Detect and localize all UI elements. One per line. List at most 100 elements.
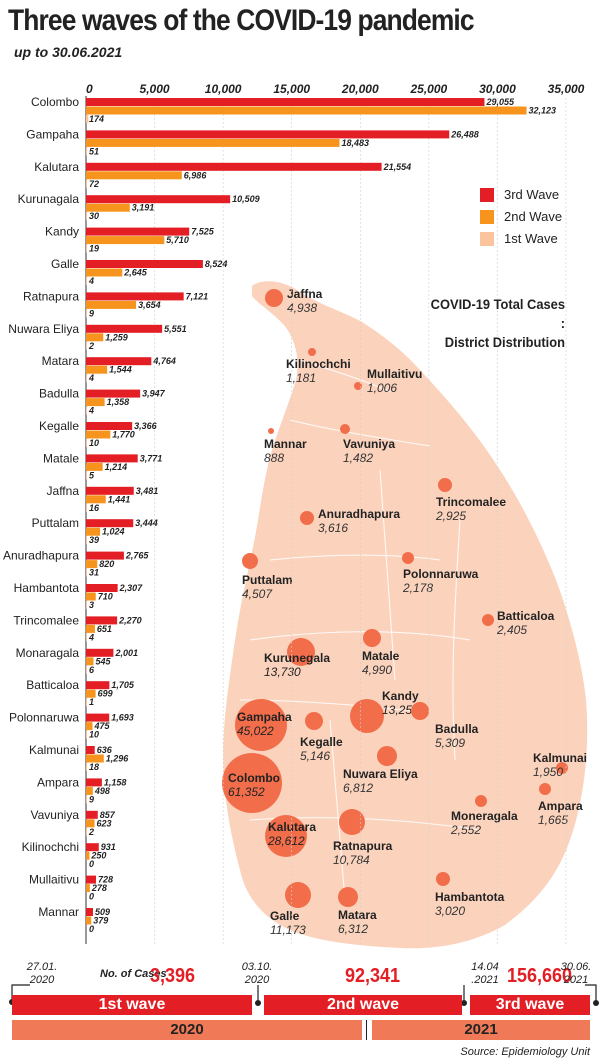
district-bubble	[436, 872, 450, 886]
district-value-label: 1,006	[367, 381, 397, 395]
date-end: 30.06. 2021	[560, 961, 592, 986]
category-label: Ampara	[37, 775, 79, 789]
district-name-label: Kilinochchi	[286, 357, 351, 371]
bar-value-label: 2,765	[125, 551, 150, 561]
district-name-label: Batticaloa	[497, 609, 555, 623]
bar-value-label: 4,764	[152, 356, 176, 366]
category-label: Jaffna	[47, 484, 80, 498]
x-tick-label: 0	[86, 82, 93, 96]
bar-1st-wave	[86, 309, 87, 318]
wave-timeline: 27.01. 2020 No. of Cases 3,396 03.10. 20…	[0, 955, 600, 1063]
bar-1st-wave	[86, 730, 87, 739]
bar-value-label: 710	[98, 592, 113, 602]
bar-value-label: 174	[89, 114, 104, 124]
bar-1st-wave	[86, 763, 87, 771]
bar-3rd-wave	[86, 98, 485, 106]
district-value-label: 1,181	[286, 371, 316, 385]
bar-value-label: 5,551	[164, 324, 187, 334]
bar-value-label: 0	[89, 859, 94, 869]
bar-value-label: 39	[89, 535, 99, 545]
district-name-label: Puttalam	[242, 573, 293, 587]
legend-2nd-wave: 2nd Wave	[480, 209, 562, 224]
bar-value-label: 29,055	[485, 97, 515, 107]
bar-value-label: 3,444	[135, 518, 158, 528]
bar-value-label: 10,509	[232, 194, 260, 204]
district-value-label: 3,020	[435, 904, 465, 918]
bar-2nd-wave	[86, 560, 98, 569]
district-value-label: 5,309	[435, 736, 465, 750]
wave2-bar: 2nd wave	[264, 995, 462, 1015]
district-name-label: Nuwara Eliya	[343, 767, 418, 781]
district-name-label: Matale	[362, 649, 400, 663]
category-label: Ratnapura	[23, 289, 79, 303]
bar-value-label: 1,024	[102, 527, 125, 537]
district-bubble	[308, 348, 316, 356]
bar-1st-wave	[86, 277, 87, 285]
district-bubble	[539, 783, 551, 795]
year-2021-bar: 2021	[372, 1020, 590, 1040]
district-value-label: 2,552	[450, 823, 481, 837]
bar-1st-wave	[86, 827, 87, 836]
bar-2nd-wave	[86, 106, 527, 115]
bar-1st-wave	[86, 633, 87, 642]
bar-3rd-wave	[86, 648, 114, 657]
source-note: Source: Epidemiology Unit	[460, 1046, 590, 1058]
district-value-label: 6,812	[343, 781, 373, 795]
bar-value-label: 2,270	[118, 615, 142, 625]
bar-value-label: 623	[97, 818, 112, 828]
bar-3rd-wave	[86, 746, 95, 754]
category-label: Matara	[42, 354, 80, 368]
bar-value-label: 1,158	[104, 777, 127, 787]
bar-3rd-wave	[86, 162, 382, 171]
bar-value-label: 1,214	[105, 462, 128, 472]
district-name-label: Moneragala	[451, 809, 518, 823]
category-label: Badulla	[39, 387, 79, 401]
bar-value-label: 18,483	[341, 138, 369, 148]
district-bubble	[340, 424, 350, 434]
bar-value-label: 2,307	[119, 583, 144, 593]
bar-2nd-wave	[86, 300, 137, 309]
district-name-label: Colombo	[228, 771, 280, 785]
district-bubble	[222, 753, 282, 813]
bar-value-label: 32,123	[529, 106, 557, 116]
bar-3rd-wave	[86, 324, 163, 333]
bar-2nd-wave	[86, 624, 95, 633]
bar-2nd-wave	[86, 462, 103, 471]
bar-value-label: 4	[88, 276, 94, 286]
bar-value-label: 21,554	[383, 162, 412, 172]
category-label: Mullaitivu	[29, 873, 79, 887]
district-bubble	[411, 702, 429, 720]
bar-2nd-wave	[86, 884, 90, 893]
bar-1st-wave	[86, 212, 87, 221]
bar-value-label: 51	[89, 146, 99, 156]
bar-value-label: 278	[91, 883, 107, 893]
bar-value-label: 1,770	[112, 430, 135, 440]
x-tick-label: 30,000	[479, 82, 516, 96]
date-wave2-start: 03.10. 2020	[241, 961, 273, 986]
page-subtitle: up to 30.06.2021	[14, 44, 123, 60]
district-name-label: Jaffna	[287, 287, 323, 301]
x-tick-label: 10,000	[205, 82, 242, 96]
bar-3rd-wave	[86, 260, 203, 268]
bar-3rd-wave	[86, 292, 184, 301]
bar-1st-wave	[86, 568, 87, 577]
bar-value-label: 820	[99, 559, 114, 569]
district-name-label: Kegalle	[300, 735, 343, 749]
district-name-label: Ratnapura	[333, 839, 393, 853]
category-label: Kalmunai	[29, 743, 79, 757]
legend-swatch-1st	[480, 231, 494, 246]
bar-value-label: 10	[89, 730, 99, 740]
bar-value-label: 3	[89, 600, 94, 610]
wave1-bar: 1st wave	[12, 995, 252, 1015]
bar-value-label: 16	[89, 503, 100, 513]
bar-value-label: 30	[89, 211, 99, 221]
bar-3rd-wave	[86, 422, 133, 430]
bar-value-label: 651	[97, 624, 112, 634]
bar-value-label: 3,771	[140, 453, 163, 463]
district-name-label: Polonnaruwa	[403, 567, 479, 581]
district-value-label: 2,925	[435, 509, 466, 523]
category-label: Nuwara Eliya	[8, 322, 79, 336]
bar-3rd-wave	[86, 551, 124, 560]
district-bubble	[287, 638, 315, 666]
category-label: Batticaloa	[26, 678, 79, 692]
